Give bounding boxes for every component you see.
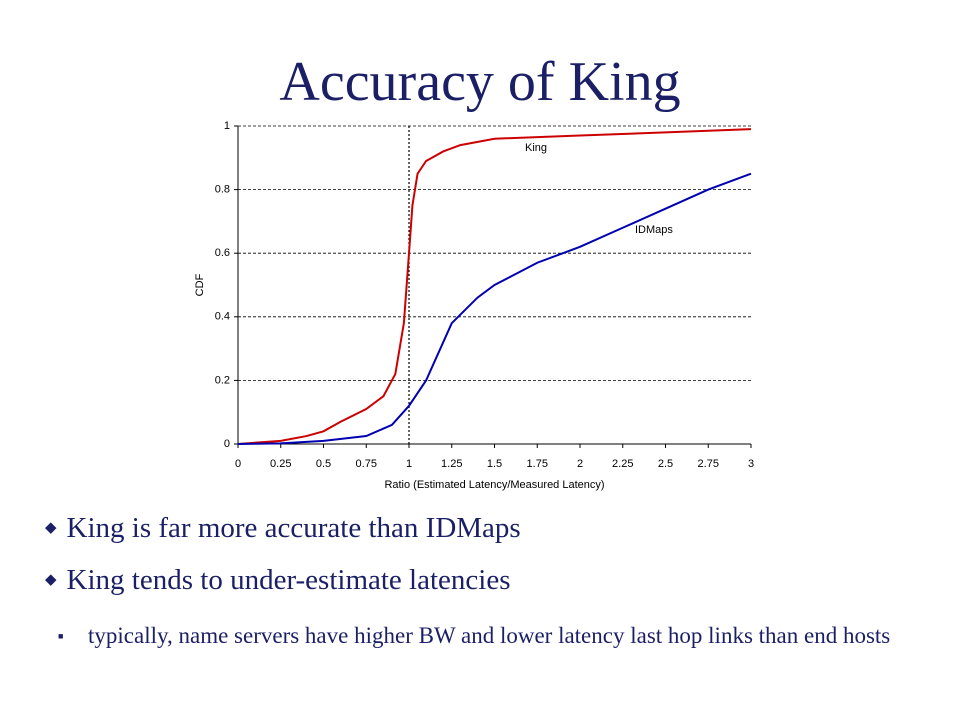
x-tick-label: 0 — [235, 458, 241, 470]
slide-title: Accuracy of King — [279, 51, 681, 113]
series-line — [237, 172, 752, 445]
x-tick-label: 1.75 — [527, 458, 548, 470]
y-tick-label: 0 — [224, 438, 230, 450]
x-tick-label: 3 — [748, 458, 754, 470]
y-tick-label: 0.6 — [215, 247, 230, 259]
sub-bullet: typically, name servers have higher BW a… — [58, 620, 948, 652]
x-tick-label: 0.5 — [316, 458, 331, 470]
x-tick-label: 0.75 — [356, 458, 377, 470]
x-tick-label: 2.75 — [698, 458, 719, 470]
y-tick-label: 0.4 — [215, 311, 230, 323]
bullet: King tends to under-estimate latencies — [45, 564, 511, 597]
x-tick-label: 2 — [577, 458, 583, 470]
y-tick-label: 0.8 — [215, 184, 230, 196]
series-label: King — [525, 142, 547, 154]
x-tick-label: 1.5 — [487, 458, 502, 470]
x-tick-label: 2.5 — [658, 458, 673, 470]
x-tick-label: 0.25 — [270, 458, 291, 470]
series-label: IDMaps — [635, 224, 673, 236]
series-line — [237, 128, 752, 445]
y-tick-label: 0.2 — [215, 374, 230, 386]
x-tick-label: 1 — [406, 458, 412, 470]
x-axis-label: Ratio (Estimated Latency/Measured Latenc… — [384, 479, 604, 491]
x-tick-label: 2.25 — [612, 458, 633, 470]
bullet: King is far more accurate than IDMaps — [45, 512, 521, 545]
y-axis-label: CDF — [194, 273, 206, 296]
y-tick-label: 1 — [224, 120, 230, 132]
x-tick-label: 1.25 — [441, 458, 462, 470]
